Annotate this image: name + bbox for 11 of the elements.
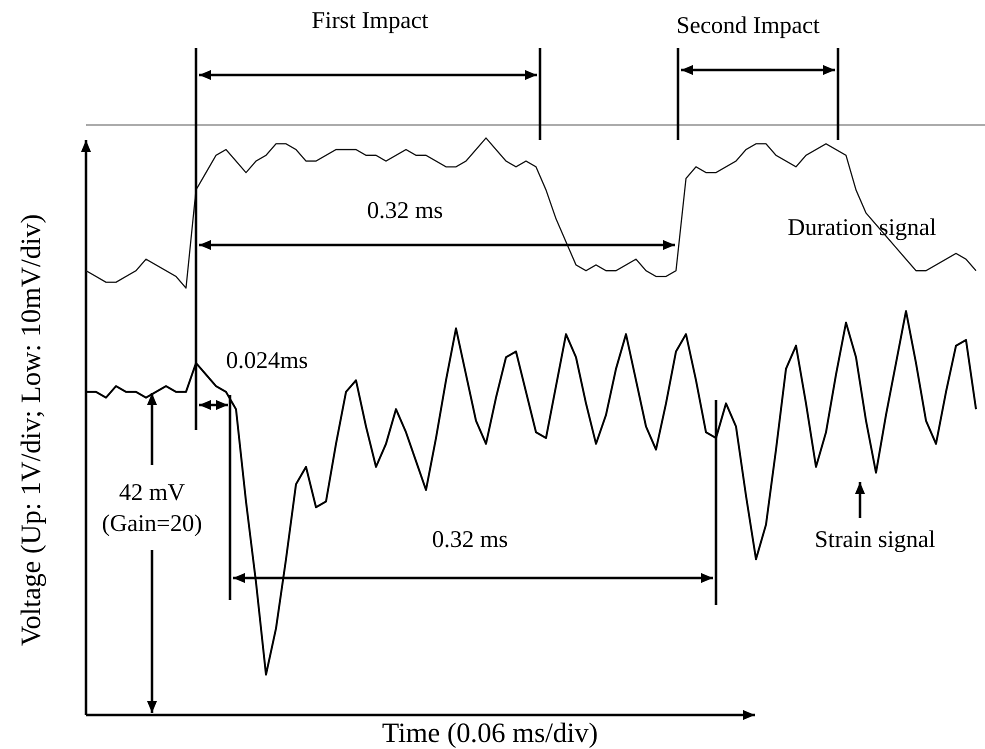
y-axis-title: Voltage (Up: 1V/div; Low: 10mV/div)	[16, 214, 47, 646]
x-axis-title: Time (0.06 ms/div)	[382, 718, 598, 749]
annotation: 42 mV	[119, 480, 186, 506]
text: Second Impact	[676, 13, 820, 39]
text: First Impact	[312, 8, 429, 34]
series-label: Duration signal	[788, 215, 937, 241]
legend-label: Strain signal	[814, 527, 936, 553]
annotation: 0.32 ms	[366, 198, 444, 224]
annotation: 0.32 ms	[432, 527, 508, 553]
annotation: (Gain=20)	[102, 511, 202, 537]
annotation: 0.024ms	[226, 348, 308, 374]
